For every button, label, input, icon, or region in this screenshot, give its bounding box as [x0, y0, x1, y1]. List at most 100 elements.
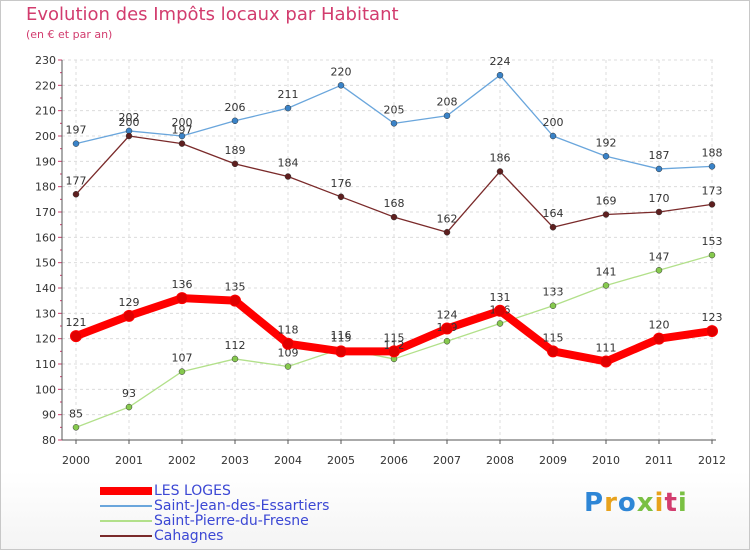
y-tick-label: 220: [35, 79, 56, 92]
legend-label: Saint-Jean-des-Essartiers: [154, 498, 330, 514]
x-tick-label: 2000: [62, 454, 90, 467]
data-label: 170: [649, 192, 670, 205]
data-point: [494, 304, 506, 317]
data-point: [72, 424, 80, 431]
y-tick-label: 170: [35, 206, 56, 219]
x-tick-label: 2005: [327, 454, 355, 467]
y-tick-label: 150: [35, 257, 56, 270]
y-tick-label: 80: [42, 434, 56, 447]
data-point: [231, 117, 239, 125]
logo-letter: i: [654, 488, 665, 518]
logo-letter: x: [636, 488, 655, 518]
data-label: 224: [490, 55, 511, 68]
data-label: 123: [702, 311, 723, 324]
x-tick-label: 2006: [380, 454, 408, 467]
x-tick-label: 2004: [274, 454, 302, 467]
data-label: 173: [702, 184, 723, 197]
plot-area: [62, 60, 716, 440]
data-label: 186: [490, 151, 511, 164]
data-label: 136: [172, 278, 193, 291]
legend-label: LES LOGES: [154, 483, 231, 499]
logo-letter: t: [664, 488, 678, 518]
data-label: 187: [649, 149, 670, 162]
data-label: 120: [649, 319, 670, 332]
legend-label: Saint-Pierre-du-Fresne: [154, 513, 309, 529]
data-point: [72, 191, 80, 198]
data-label: 192: [596, 136, 617, 149]
data-point: [602, 153, 610, 160]
data-label: 197: [172, 124, 193, 137]
data-point: [600, 355, 612, 368]
data-label: 121: [66, 316, 87, 329]
data-point: [496, 320, 504, 327]
y-tick-label: 190: [35, 155, 56, 168]
data-label: 129: [119, 296, 140, 309]
legend-item: Cahagnes: [100, 529, 400, 544]
data-label: 205: [384, 103, 405, 116]
data-label: 206: [225, 101, 246, 114]
x-tick-label: 2012: [698, 454, 726, 467]
data-point: [706, 325, 718, 338]
legend-label: Cahagnes: [154, 528, 224, 544]
data-point: [70, 330, 82, 343]
data-label: 141: [596, 265, 617, 278]
data-label: 111: [596, 341, 617, 354]
x-tick-label: 2007: [433, 454, 461, 467]
logo-letter: o: [617, 488, 637, 518]
data-point: [176, 292, 188, 305]
y-tick-label: 180: [35, 181, 56, 194]
data-label: 176: [331, 177, 352, 190]
x-tick-label: 2001: [115, 454, 143, 467]
x-tick-label: 2011: [645, 454, 673, 467]
chart-subtitle: (en € et par an): [26, 28, 113, 41]
data-point: [708, 163, 716, 170]
logo-letter: P: [584, 488, 605, 518]
data-label: 200: [543, 116, 564, 129]
data-label: 162: [437, 212, 458, 225]
legend-swatch: [100, 505, 152, 507]
y-tick-label: 120: [35, 333, 56, 346]
data-label: 197: [66, 124, 87, 137]
data-label: 188: [702, 146, 723, 159]
y-tick-label: 100: [35, 383, 56, 396]
data-label: 135: [225, 281, 246, 294]
data-point: [335, 345, 347, 358]
data-point: [547, 345, 559, 358]
data-point: [282, 337, 294, 350]
data-label: 133: [543, 286, 564, 299]
data-label: 124: [437, 309, 458, 322]
data-point: [443, 337, 451, 345]
data-point: [602, 211, 610, 218]
legend-swatch: [100, 535, 152, 537]
data-point: [655, 208, 663, 216]
data-point: [337, 82, 345, 89]
y-tick-label: 140: [35, 282, 56, 295]
data-label: 208: [437, 96, 458, 109]
data-point: [496, 71, 504, 79]
data-label: 184: [278, 157, 299, 170]
legend-item: Saint-Jean-des-Essartiers: [100, 499, 400, 514]
data-label: 109: [278, 347, 299, 360]
data-point: [549, 223, 557, 231]
data-point: [390, 120, 398, 127]
data-point: [655, 267, 663, 274]
data-point: [337, 193, 345, 201]
data-point: [178, 132, 186, 140]
data-label: 131: [490, 291, 511, 304]
data-point: [388, 345, 400, 358]
data-point: [125, 403, 133, 411]
x-tick-label: 2010: [592, 454, 620, 467]
data-label: 107: [172, 352, 193, 365]
data-point: [496, 168, 504, 175]
data-point: [655, 165, 663, 173]
data-point: [443, 112, 451, 119]
data-label: 220: [331, 65, 352, 78]
data-point: [443, 229, 451, 236]
data-point: [178, 140, 186, 147]
x-tick-label: 2009: [539, 454, 567, 467]
data-label: 200: [119, 116, 140, 129]
data-point: [125, 132, 133, 140]
x-tick-label: 2008: [486, 454, 514, 467]
y-tick-label: 130: [35, 307, 56, 320]
